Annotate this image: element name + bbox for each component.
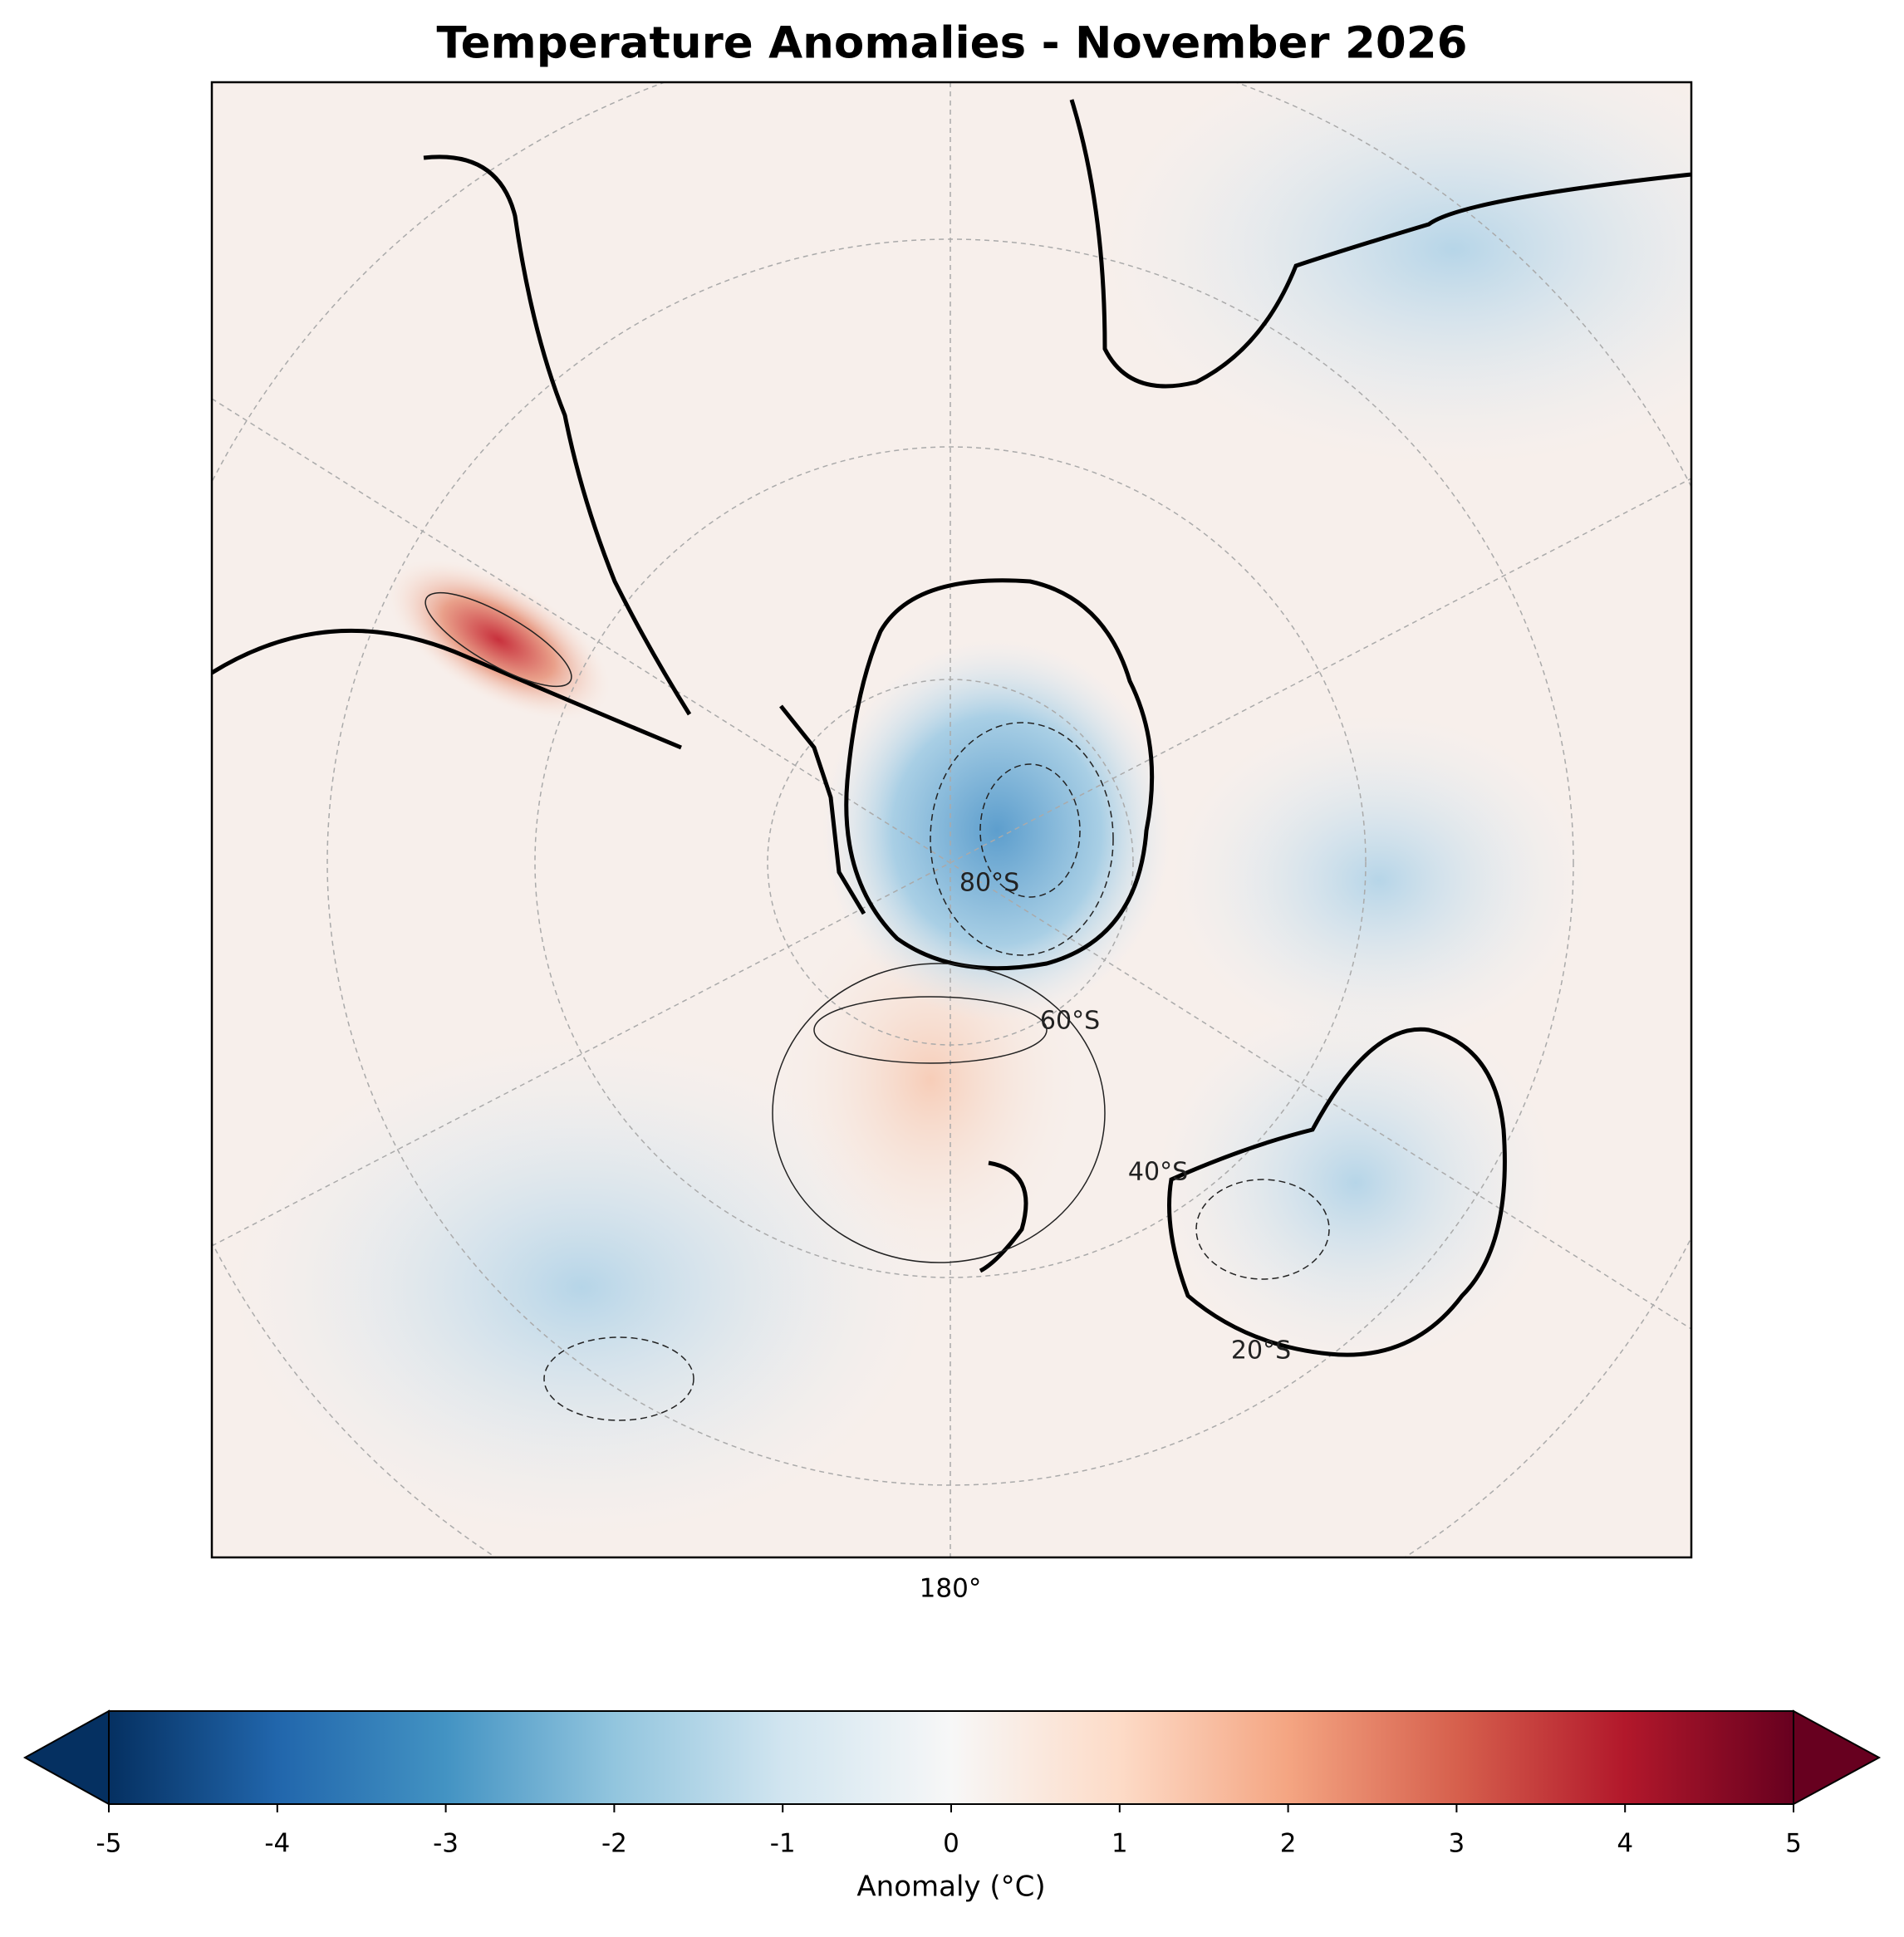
anomaly-blob bbox=[1105, 82, 1691, 465]
colorbar-tick-label: 2 bbox=[1280, 1829, 1297, 1859]
latitude-label: 60°S bbox=[1040, 1007, 1100, 1036]
latitude-label: 20°S bbox=[1231, 1336, 1291, 1366]
anomaly-blob bbox=[386, 559, 611, 720]
colorbar-tick-label: 4 bbox=[1617, 1829, 1633, 1859]
latitude-label: 40°S bbox=[1128, 1158, 1188, 1187]
colorbar-tick-label: -1 bbox=[770, 1829, 796, 1859]
colorbar-tick-label: 0 bbox=[943, 1829, 959, 1859]
latitude-label: 80°S bbox=[959, 869, 1019, 898]
colorbar-body bbox=[108, 1710, 1794, 1805]
anomaly-blob bbox=[1156, 1000, 1555, 1366]
colorbar-tick-label: -4 bbox=[264, 1829, 290, 1859]
anomaly-blob bbox=[233, 1038, 930, 1537]
graticule bbox=[212, 82, 1691, 1557]
colorbar-tick-label: -5 bbox=[96, 1829, 122, 1859]
colorbar: -5 -4 -3 -2 -1 0 1 2 3 4 5 Anomaly (°C) bbox=[22, 1709, 1882, 1904]
colorbar-tick-label: 3 bbox=[1449, 1829, 1465, 1859]
contours bbox=[424, 591, 1106, 1263]
map-area bbox=[212, 82, 1691, 1557]
colorbar-tick-label: 5 bbox=[1785, 1829, 1802, 1859]
map-frame bbox=[210, 81, 1693, 1559]
colorbar-extension bbox=[22, 1709, 110, 1806]
colorbar-extension bbox=[1793, 1709, 1882, 1806]
title: Temperature Anomalies - November 2026 bbox=[436, 18, 1467, 69]
colorbar-tick-label: -3 bbox=[433, 1829, 459, 1859]
colorbar-label: Anomaly (°C) bbox=[856, 1871, 1045, 1904]
longitude-label: 180° bbox=[920, 1574, 982, 1604]
anomaly-blob bbox=[822, 640, 1171, 1022]
contours bbox=[543, 722, 1330, 1421]
anomaly-blob bbox=[1171, 714, 1587, 1047]
coastlines bbox=[212, 99, 1691, 1357]
colorbar-tick-label: -2 bbox=[601, 1829, 627, 1859]
colorbar-tick-label: 1 bbox=[1111, 1829, 1128, 1859]
